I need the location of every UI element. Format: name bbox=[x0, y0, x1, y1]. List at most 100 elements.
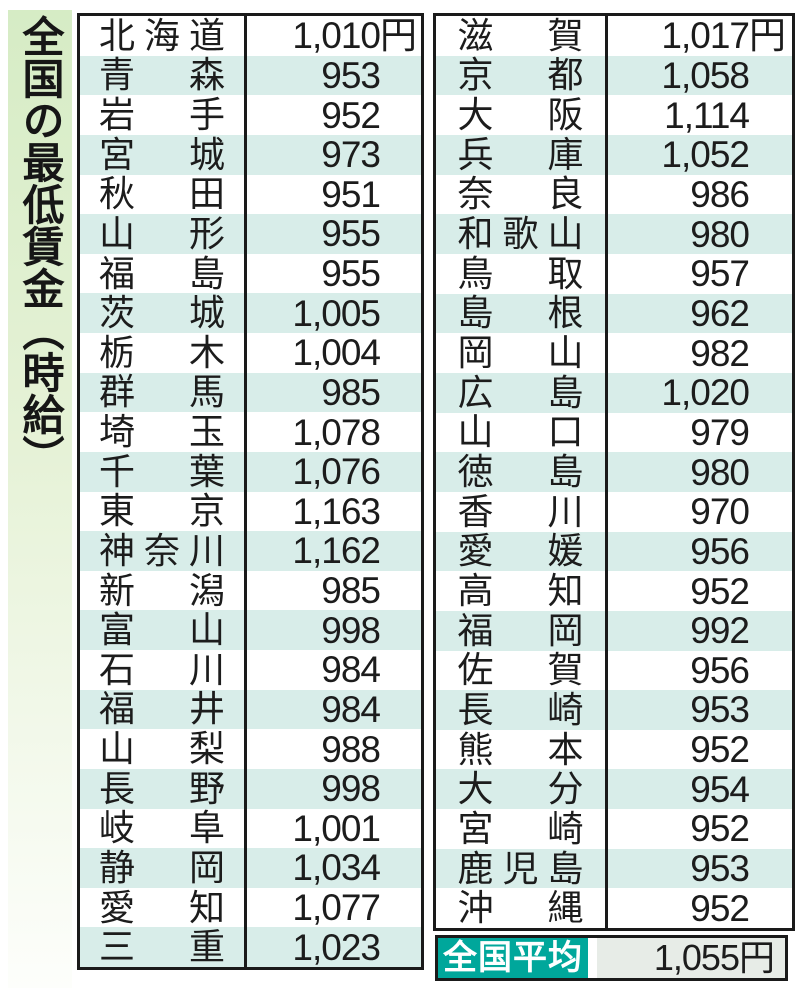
wage-digits: 985 bbox=[321, 570, 381, 612]
table-row: 愛知 1,077 bbox=[80, 887, 421, 929]
table-row: 長野 998 bbox=[80, 768, 421, 809]
wage-digits: 952 bbox=[321, 94, 381, 136]
wage-digits: 1,163 bbox=[292, 490, 381, 532]
wage-digits: 1,001 bbox=[292, 807, 381, 849]
wage-value: 998 bbox=[247, 610, 421, 650]
table-row: 佐賀 956 bbox=[436, 649, 792, 691]
table-row: 静岡 1,034 bbox=[80, 848, 421, 888]
wage-table-right: 滋賀 1,017 円京都 1,058 大阪 1,114 兵庫 1,052 奈良 986 和歌山 980… bbox=[433, 13, 795, 931]
wage-digits: 998 bbox=[321, 609, 381, 651]
wage-value: 1,078 bbox=[247, 412, 421, 452]
wage-value: 988 bbox=[247, 729, 421, 769]
prefecture-name: 山形 bbox=[80, 214, 247, 254]
table-row: 長崎 953 bbox=[436, 690, 792, 730]
wage-digits: 992 bbox=[690, 610, 750, 652]
prefecture-name: 熊本 bbox=[436, 729, 608, 770]
prefecture-name: 宮崎 bbox=[436, 809, 608, 849]
wage-value: 953 bbox=[608, 690, 792, 730]
prefecture-name: 埼玉 bbox=[80, 412, 247, 452]
wage-digits: 956 bbox=[690, 649, 750, 691]
wage-digits: 984 bbox=[321, 688, 381, 730]
yen-suffix: 円 bbox=[749, 15, 786, 57]
prefecture-name: 茨城 bbox=[80, 293, 247, 333]
table-row: 高知 952 bbox=[436, 571, 792, 611]
wage-value: 985 bbox=[247, 373, 421, 413]
wage-value: 953 bbox=[608, 849, 792, 889]
wage-digits: 973 bbox=[321, 134, 381, 176]
prefecture-name: 大阪 bbox=[436, 95, 608, 135]
wage-digits: 1,077 bbox=[292, 887, 381, 929]
table-row: 岩手 952 bbox=[80, 95, 421, 135]
wage-digits: 1,005 bbox=[292, 292, 381, 334]
wage-digits: 970 bbox=[690, 491, 750, 533]
wage-value: 1,020 bbox=[608, 373, 792, 413]
yen-suffix: 円 bbox=[738, 937, 775, 978]
table-row: 群馬 985 bbox=[80, 372, 421, 413]
prefecture-name: 福岡 bbox=[436, 610, 608, 651]
wage-value: 962 bbox=[608, 294, 792, 334]
wage-value: 1,004 bbox=[247, 333, 421, 373]
wage-value: 1,010 円 bbox=[247, 16, 421, 56]
average-wage-digits: 1,055 bbox=[653, 937, 740, 978]
table-row: 福井 984 bbox=[80, 688, 421, 730]
wage-digits: 1,017 bbox=[661, 15, 750, 57]
prefecture-name: 徳島 bbox=[436, 452, 608, 492]
wage-digits: 1,076 bbox=[292, 451, 381, 493]
wage-value: 1,163 bbox=[247, 492, 421, 532]
prefecture-name: 奈良 bbox=[436, 174, 608, 215]
prefecture-name: 香川 bbox=[436, 491, 608, 532]
national-average-row: 全国平均 1,055 円 bbox=[435, 935, 788, 981]
wage-value: 1,114 bbox=[608, 95, 792, 135]
wage-digits: 988 bbox=[321, 728, 381, 770]
wage-digits: 1,058 bbox=[661, 54, 750, 96]
wage-digits: 954 bbox=[690, 768, 750, 810]
wage-digits: 952 bbox=[690, 887, 750, 929]
table-row: 石川 984 bbox=[80, 650, 421, 690]
prefecture-name: 鳥取 bbox=[436, 253, 608, 294]
wage-value: 952 bbox=[247, 95, 421, 135]
wage-digits: 952 bbox=[690, 570, 750, 612]
wage-value: 979 bbox=[608, 413, 792, 453]
prefecture-name: 福井 bbox=[80, 689, 247, 730]
prefecture-name: 群馬 bbox=[80, 372, 247, 413]
prefecture-name: 鹿児島 bbox=[436, 848, 608, 889]
table-row: 香川 970 bbox=[436, 491, 792, 533]
prefecture-name: 静岡 bbox=[80, 848, 247, 888]
table-row: 和歌山 980 bbox=[436, 214, 792, 254]
table-row: 山形 955 bbox=[80, 214, 421, 254]
table-row: 新潟 985 bbox=[80, 570, 421, 611]
prefecture-name: 沖縄 bbox=[436, 888, 608, 929]
prefecture-name: 滋賀 bbox=[436, 16, 608, 56]
prefecture-name: 広島 bbox=[436, 372, 608, 413]
table-row: 島根 962 bbox=[436, 293, 792, 334]
wage-digits: 953 bbox=[321, 54, 381, 96]
wage-value: 985 bbox=[247, 571, 421, 611]
table-row: 宮崎 952 bbox=[436, 809, 792, 849]
prefecture-name: 青森 bbox=[80, 55, 247, 96]
prefecture-name: 山口 bbox=[436, 412, 608, 453]
prefecture-name: 千葉 bbox=[80, 451, 247, 492]
wage-digits: 1,114 bbox=[664, 94, 750, 136]
wage-value: 956 bbox=[608, 532, 792, 572]
wage-value: 955 bbox=[247, 254, 421, 294]
wage-value: 998 bbox=[247, 769, 421, 809]
wage-value: 986 bbox=[608, 175, 792, 215]
wage-value: 1,005 bbox=[247, 293, 421, 333]
table-row: 鹿児島 953 bbox=[436, 848, 792, 889]
prefecture-name: 和歌山 bbox=[436, 214, 608, 254]
prefecture-name: 京都 bbox=[436, 55, 608, 96]
wage-digits: 986 bbox=[690, 173, 750, 215]
table-row: 秋田 951 bbox=[80, 174, 421, 215]
prefecture-name: 石川 bbox=[80, 650, 247, 690]
table-row: 京都 1,058 bbox=[436, 54, 792, 96]
table-row: 茨城 1,005 bbox=[80, 293, 421, 333]
prefecture-name: 三重 bbox=[80, 927, 247, 967]
wage-digits: 1,010 bbox=[292, 15, 381, 57]
table-row: 山梨 988 bbox=[80, 729, 421, 769]
wage-digits: 998 bbox=[321, 768, 381, 810]
wage-value: 952 bbox=[608, 888, 792, 928]
wage-value: 951 bbox=[247, 175, 421, 215]
table-row: 愛媛 956 bbox=[436, 531, 792, 572]
table-row: 滋賀 1,017 円 bbox=[436, 16, 792, 56]
